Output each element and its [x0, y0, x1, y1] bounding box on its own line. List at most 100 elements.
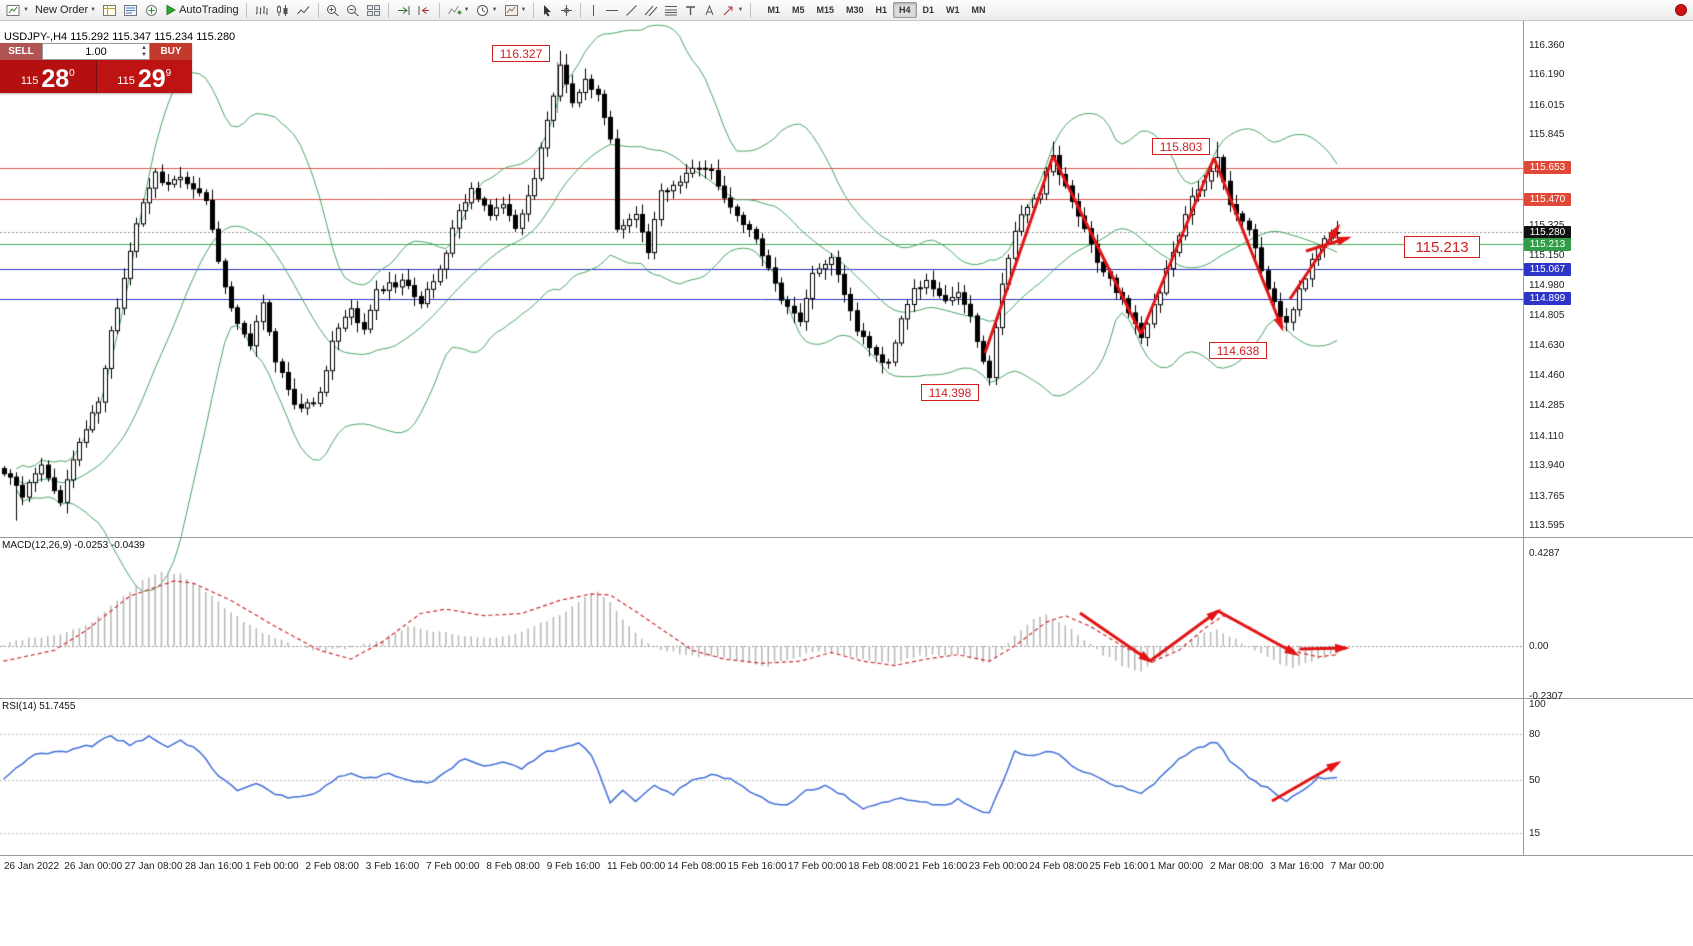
toolbar-separator: [387, 2, 389, 18]
timeframe-M15[interactable]: M15: [816, 5, 834, 15]
periods-icon[interactable]: ▼: [473, 3, 501, 18]
time-axis-label: 1 Mar 00:00: [1149, 861, 1204, 872]
macd-axis-label: -0.2307: [1529, 691, 1563, 703]
chart-shift-icon[interactable]: [414, 3, 435, 18]
market-watch-icon[interactable]: [99, 3, 120, 18]
time-axis-label: 21 Feb 16:00: [908, 861, 968, 872]
price-tag-115.067: 115.067: [1524, 262, 1571, 276]
time-axis-label: 2 Mar 08:00: [1210, 861, 1264, 872]
cursor-icon[interactable]: [538, 3, 557, 18]
chevron-down-icon: ▼: [491, 7, 498, 13]
zoom-in-icon[interactable]: [323, 3, 343, 18]
macd-axis-label: 0.00: [1529, 641, 1549, 652]
timeframe-MN[interactable]: MN: [971, 5, 986, 15]
price-axis-label: 116.360: [1529, 39, 1565, 51]
time-axis-label: 7 Feb 00:00: [426, 861, 480, 872]
timeframe-M30[interactable]: M30: [845, 5, 864, 15]
macd-axis-label: 0.4287: [1529, 548, 1560, 559]
rsi-axis-label: 80: [1529, 729, 1541, 741]
line-chart-icon[interactable]: [293, 3, 314, 18]
timeframe-D1[interactable]: D1: [922, 5, 935, 15]
price-annotation-swing-low-1[interactable]: 114.398: [921, 384, 979, 401]
channel-icon[interactable]: [641, 3, 661, 18]
time-axis-label: 28 Jan 16:00: [184, 861, 243, 872]
time-axis-label: 23 Feb 00:00: [968, 861, 1028, 872]
zoom-out-icon[interactable]: [343, 3, 363, 18]
volume-input[interactable]: [58, 45, 134, 58]
timeframe-toolbar: M1 M5 M15 M30 H1 H4 D1 W1 MN: [761, 2, 991, 18]
price-annotation-target-price[interactable]: 115.213: [1404, 236, 1480, 258]
toolbar-separator: [750, 2, 752, 18]
price-tag-115.280: 115.280: [1524, 225, 1571, 239]
chart-area: USDJPY-,H4 115.292 115.347 115.234 115.2…: [0, 21, 1693, 946]
text-label-icon[interactable]: [700, 3, 719, 18]
price-axis-label: 115.325: [1529, 220, 1564, 231]
timeframe-M1[interactable]: M1: [767, 5, 780, 15]
buy-price[interactable]: 115 29 9: [95, 60, 192, 93]
price-axis-label: 114.805: [1529, 309, 1565, 321]
time-axis-label: 15 Feb 16:00: [727, 861, 787, 872]
sell-button[interactable]: SELL: [0, 43, 42, 60]
candlestick-icon[interactable]: [272, 3, 293, 18]
bar-chart-icon[interactable]: [251, 3, 272, 18]
volume-stepper[interactable]: ▲▼: [42, 43, 150, 60]
volume-spin-buttons[interactable]: ▲ ▼: [141, 45, 147, 59]
new-chart-button[interactable]: ▼: [3, 3, 32, 18]
auto-scroll-icon[interactable]: [393, 3, 414, 18]
indicators-icon[interactable]: ▼: [444, 3, 473, 18]
templates-icon[interactable]: ▼: [501, 3, 530, 18]
spin-down-icon[interactable]: ▼: [141, 52, 147, 58]
time-axis-label: 3 Feb 16:00: [365, 861, 420, 872]
buy-button[interactable]: BUY: [150, 43, 192, 60]
chevron-down-icon: ▼: [90, 7, 97, 13]
tile-windows-icon[interactable]: [363, 3, 384, 18]
price-tag-114.899: 114.899: [1524, 292, 1571, 306]
time-axis-label: 26 Jan 2022: [4, 861, 60, 872]
trendline-icon[interactable]: [622, 3, 641, 18]
price-axis-label: 114.285: [1529, 400, 1565, 412]
price-chart-canvas[interactable]: [0, 21, 1523, 855]
new-order-button[interactable]: New Order ▼: [34, 4, 97, 16]
price-axis-label: 116.190: [1529, 69, 1565, 81]
chart-ohlc-header: USDJPY-,H4 115.292 115.347 115.234 115.2…: [4, 31, 236, 43]
time-axis-label: 2 Feb 08:00: [305, 861, 359, 872]
toolbar-separator: [245, 2, 247, 18]
price-tag-115.653: 115.653: [1524, 161, 1571, 175]
arrows-icon[interactable]: ▼: [719, 3, 746, 18]
rsi-indicator-label: RSI(14) 51.7455: [2, 701, 76, 712]
timeframe-H1[interactable]: H1: [875, 5, 888, 15]
vertical-line-icon[interactable]: [585, 3, 602, 18]
timeframe-W1[interactable]: W1: [946, 5, 960, 15]
time-axis-label: 1 Feb 00:00: [245, 861, 299, 872]
sell-price[interactable]: 115 28 0: [20, 65, 75, 93]
pane-separator[interactable]: [0, 698, 1693, 699]
price-axis-label: 114.630: [1529, 340, 1565, 352]
spin-up-icon[interactable]: ▲: [141, 45, 147, 51]
price-annotation-swing-high-1[interactable]: 116.327: [492, 45, 550, 62]
toolbar-separator: [580, 2, 582, 18]
text-icon[interactable]: [681, 3, 700, 18]
price-annotation-swing-low-2[interactable]: 114.638: [1209, 342, 1267, 359]
toolbar-separator: [438, 2, 440, 18]
price-axis-line: [1523, 21, 1524, 855]
price-axis-label: 115.150: [1529, 250, 1565, 262]
timeframe-M5[interactable]: M5: [791, 5, 805, 15]
alert-icon[interactable]: [1672, 3, 1690, 17]
data-window-icon[interactable]: [120, 3, 141, 18]
timeframe-H4[interactable]: H4: [893, 2, 917, 18]
pane-separator[interactable]: [0, 537, 1693, 538]
crosshair-icon[interactable]: [557, 3, 576, 18]
autotrading-button[interactable]: AutoTrading: [162, 3, 242, 17]
price-axis-label: 116.015: [1529, 99, 1565, 111]
horizontal-line-icon[interactable]: [602, 3, 622, 18]
time-axis-label: 9 Feb 16:00: [546, 861, 601, 872]
chevron-down-icon: ▼: [463, 7, 470, 13]
chevron-down-icon: ▼: [520, 7, 527, 13]
navigator-icon[interactable]: [141, 3, 162, 18]
time-axis-label: 11 Feb 00:00: [607, 861, 666, 872]
pane-separator: [0, 855, 1693, 856]
rsi-axis-label: 50: [1529, 774, 1541, 786]
fibonacci-icon[interactable]: [661, 3, 681, 18]
price-annotation-swing-high-2[interactable]: 115.803: [1152, 138, 1210, 155]
